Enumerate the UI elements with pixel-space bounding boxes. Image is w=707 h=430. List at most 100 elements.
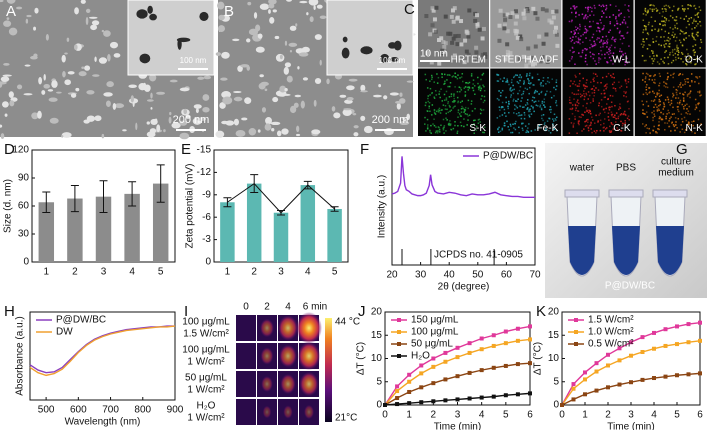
map-speckle <box>477 88 480 91</box>
map-speckle <box>544 121 546 124</box>
map-speckle <box>667 76 669 79</box>
map-speckle <box>588 94 591 97</box>
map-speckle <box>430 78 433 81</box>
particle <box>360 115 366 122</box>
map-speckle <box>430 124 432 127</box>
map-speckle <box>673 48 676 51</box>
map-speckle <box>430 74 433 77</box>
map-speckle <box>577 102 580 105</box>
map-speckle <box>677 85 680 88</box>
map-speckle <box>451 36 456 41</box>
map-speckle <box>679 84 681 86</box>
map-speckle <box>686 113 689 115</box>
map-speckle <box>593 89 596 92</box>
map-speckle <box>590 25 592 28</box>
map-speckle <box>518 76 520 79</box>
map-speckle <box>657 30 659 33</box>
map-speckle <box>434 131 437 134</box>
map-speckle <box>664 21 667 24</box>
map-speckle <box>619 114 622 116</box>
map-speckle <box>549 20 554 25</box>
particle <box>219 102 226 109</box>
marker <box>491 394 496 399</box>
map-speckle <box>594 60 596 62</box>
map-speckle <box>438 93 440 95</box>
map-speckle <box>700 41 703 44</box>
map-speckle <box>604 85 607 87</box>
map-speckle <box>591 36 594 39</box>
map-speckle <box>668 112 670 114</box>
map-speckle <box>642 79 644 81</box>
map-speckle <box>695 76 697 78</box>
map-speckle <box>544 129 547 132</box>
marker <box>698 320 702 325</box>
map-speckle <box>606 38 609 41</box>
x-tick-label: 6 <box>697 410 703 421</box>
map-speckle <box>697 11 700 14</box>
map-speckle <box>430 23 435 28</box>
inset-particle <box>149 13 157 21</box>
legend-marker <box>397 330 401 334</box>
map-speckle <box>675 124 677 126</box>
marker <box>407 389 412 394</box>
x-tick-label: 2 <box>72 267 78 278</box>
map-speckle <box>644 113 646 115</box>
map-speckle <box>453 97 455 100</box>
map-speckle <box>530 113 533 115</box>
map-speckle <box>569 37 572 40</box>
map-speckle <box>447 100 450 103</box>
map-speckle <box>519 105 521 107</box>
map-speckle <box>692 45 694 48</box>
map-speckle <box>600 22 602 24</box>
map-speckle <box>677 49 679 52</box>
map-speckle <box>683 32 685 35</box>
map-speckle <box>625 95 628 98</box>
map-speckle <box>445 99 448 101</box>
map-speckle <box>587 126 590 129</box>
map-speckle <box>514 108 516 110</box>
map-speckle <box>506 78 508 80</box>
error-bar <box>99 180 108 214</box>
map-speckle <box>618 108 620 111</box>
map-speckle <box>449 14 454 19</box>
particle <box>0 124 3 128</box>
map-speckle <box>555 85 558 87</box>
map-speckle <box>619 48 621 50</box>
map-speckle <box>574 74 576 77</box>
marker <box>583 377 587 382</box>
map-speckle <box>605 7 608 9</box>
map-speckle <box>584 6 587 9</box>
map-speckle <box>621 21 624 24</box>
map-speckle <box>598 27 601 29</box>
particle <box>80 0 86 4</box>
x-axis-title: Wavelength (nm) <box>65 417 141 428</box>
map-speckle <box>464 29 469 34</box>
marker <box>407 372 412 377</box>
row-label: 1 W/cm² <box>187 385 225 396</box>
map-speckle <box>589 20 591 23</box>
map-speckle <box>508 100 510 103</box>
series-line <box>391 156 535 199</box>
map-speckle <box>574 115 576 118</box>
map-speckle <box>698 76 701 78</box>
map-speckle <box>543 98 546 100</box>
map-speckle <box>548 81 551 84</box>
map-speckle <box>676 127 678 129</box>
map-speckle <box>501 114 504 116</box>
particle <box>313 99 317 107</box>
map-speckle <box>684 8 686 10</box>
map-speckle <box>509 96 512 98</box>
particle <box>24 64 31 67</box>
map-speckle <box>608 48 610 50</box>
map-speckle <box>656 110 659 112</box>
map-speckle <box>602 35 604 38</box>
map-speckle <box>536 73 539 76</box>
particle <box>268 3 275 9</box>
particle <box>311 129 321 135</box>
map-speckle <box>429 60 434 65</box>
map-speckle <box>609 46 611 49</box>
x-axis-title: Time (min) <box>434 422 481 430</box>
map-speckle <box>595 30 598 32</box>
map-speckle <box>496 74 498 76</box>
map-speckle <box>658 89 660 92</box>
